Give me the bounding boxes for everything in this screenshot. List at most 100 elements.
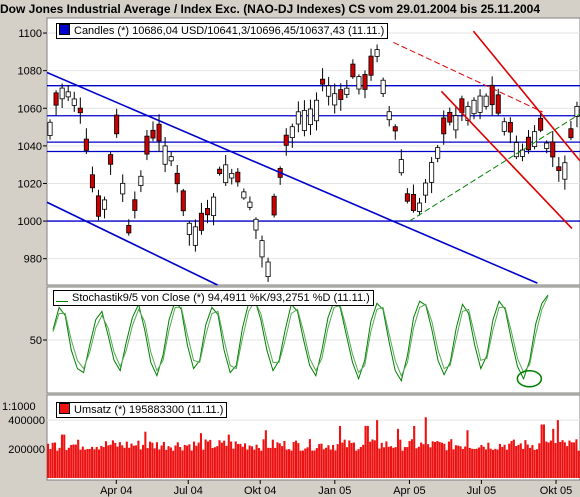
volume-bar: [225, 445, 228, 478]
volume-bar: [434, 441, 437, 478]
volume-bar: [274, 447, 277, 478]
trend-line: [440, 90, 573, 230]
volume-bar: [209, 439, 212, 478]
volume-bar: [438, 442, 441, 478]
candle-body: [168, 156, 174, 162]
volume-bar: [487, 442, 490, 478]
volume-bar: [195, 445, 198, 478]
candle-body: [132, 199, 138, 211]
volume-bar: [128, 447, 131, 478]
chart-title: Dow Jones Industrial Average / Index Exc…: [0, 2, 541, 16]
volume-bar: [318, 444, 321, 478]
volume-bar: [169, 447, 172, 478]
volume-bar: [350, 442, 353, 478]
candle-body: [247, 201, 253, 208]
candle-body: [314, 99, 320, 122]
candle-body: [204, 207, 211, 216]
volume-bar: [172, 450, 175, 478]
candle-body: [556, 166, 562, 171]
volume-bar: [406, 447, 409, 478]
volume-bar: [93, 449, 96, 478]
volume-bar: [436, 440, 439, 478]
candle-body: [550, 141, 556, 158]
volume-bar: [84, 449, 87, 478]
volume-bar: [81, 446, 84, 478]
volume-bar: [542, 424, 546, 478]
candle-body: [429, 162, 435, 183]
volume-bar: [283, 440, 286, 478]
candle-body: [307, 108, 313, 126]
volume-bar: [148, 441, 152, 478]
volume-bar: [526, 444, 529, 478]
volume-bar: [563, 442, 566, 478]
volume-bar: [429, 447, 432, 478]
volume-bar: [415, 448, 418, 478]
volume-bar: [461, 448, 464, 478]
volume-bar: [420, 442, 423, 478]
candle-body: [253, 218, 259, 231]
volume-bar: [533, 449, 536, 478]
volume-bar: [547, 442, 550, 478]
volume-bar: [306, 447, 309, 478]
candle-body: [386, 111, 392, 121]
volume-bar: [519, 443, 522, 478]
volume-bar: [121, 445, 124, 478]
volume-bar: [496, 449, 499, 478]
volume-bar: [575, 439, 578, 478]
volume-legend: Umsatz (*) 195883300 (11.11.): [56, 402, 228, 418]
volume-bar: [197, 442, 200, 478]
x-tick-label: Okt 04: [244, 485, 276, 497]
volume-bar: [315, 448, 318, 478]
volume-bar: [508, 443, 511, 478]
volume-bar: [389, 446, 393, 478]
volume-bar: [478, 447, 481, 478]
trend-line: [46, 201, 218, 286]
volume-bar: [123, 447, 126, 478]
volume-bar: [471, 448, 474, 478]
trend-line: [46, 71, 538, 284]
candle-body: [562, 162, 568, 180]
volume-bar: [278, 443, 281, 478]
volume-bar: [213, 447, 216, 478]
volume-bar: [410, 439, 413, 478]
volume-bar: [95, 446, 98, 478]
volume-bar: [408, 441, 411, 478]
price-tick-label: 980: [24, 254, 42, 266]
volume-bar: [540, 424, 543, 478]
volume-legend-swatch: [59, 403, 70, 414]
candle-body: [362, 74, 368, 90]
volume-bar: [104, 441, 108, 478]
volume-bar: [292, 442, 295, 478]
candle-body: [392, 126, 398, 132]
volume-bar: [294, 440, 298, 478]
volume-bar: [260, 450, 263, 478]
volume-bar: [86, 449, 89, 478]
volume-bar: [227, 434, 230, 478]
candle-body: [338, 89, 344, 100]
volume-bar: [304, 448, 307, 478]
price-tick-label: 1040: [18, 141, 42, 153]
candle-body: [410, 194, 416, 211]
stoch-legend-swatch: [56, 301, 68, 302]
volume-bar: [144, 431, 147, 478]
x-tick-label: Okt 05: [540, 485, 572, 497]
volume-bar: [371, 439, 374, 478]
candle-body: [465, 106, 471, 121]
volume-bar: [269, 447, 272, 478]
volume-bar: [566, 446, 569, 478]
volume-bar: [246, 449, 249, 478]
candle-body: [301, 109, 307, 131]
volume-bar: [332, 444, 335, 478]
volume-bar: [549, 440, 552, 478]
volume-bar: [475, 448, 478, 478]
stoch-line-pct-k: [52, 294, 549, 383]
candle-body: [65, 91, 71, 98]
volume-bar: [529, 447, 532, 478]
volume-bar: [146, 448, 149, 478]
candle-body: [507, 121, 513, 133]
volume-bar: [355, 450, 358, 478]
volume-scale-label: 1:1000: [0, 400, 39, 414]
volume-bar: [424, 417, 427, 478]
volume-bar: [468, 447, 471, 478]
